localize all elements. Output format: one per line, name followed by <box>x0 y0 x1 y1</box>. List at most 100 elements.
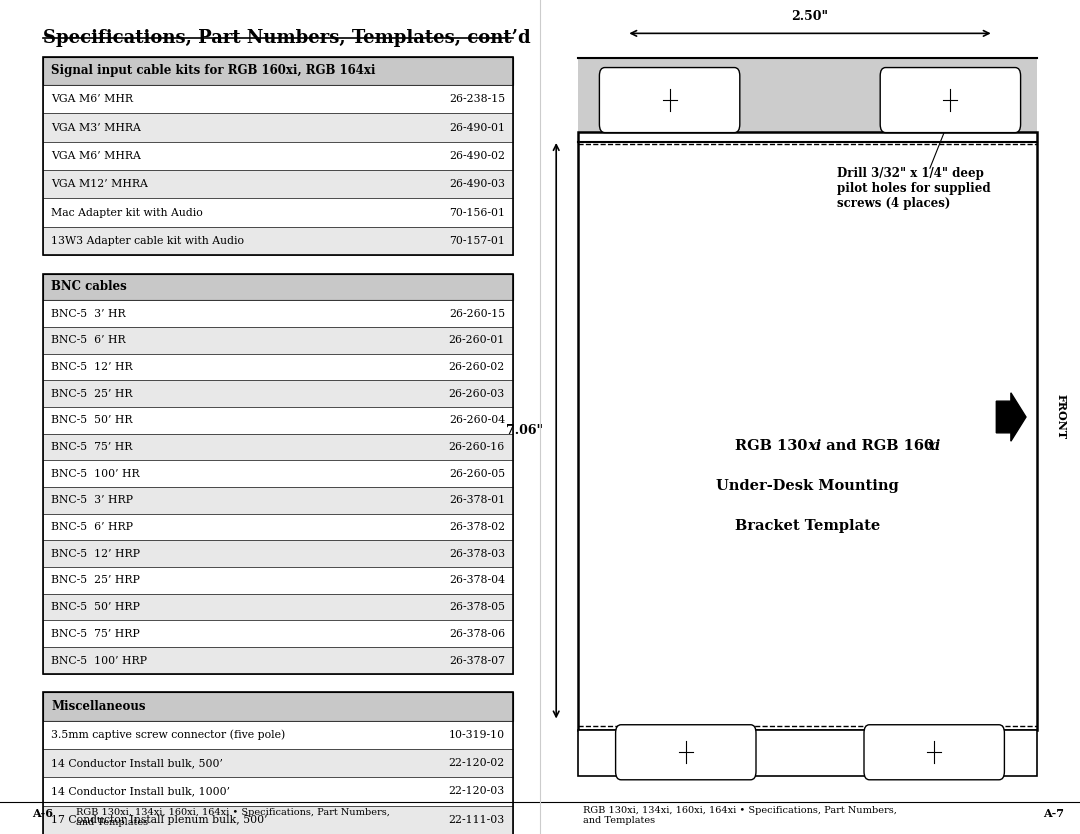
Text: 3.5mm captive screw connector (five pole): 3.5mm captive screw connector (five pole… <box>52 730 285 740</box>
Text: Miscellaneous: Miscellaneous <box>52 700 146 713</box>
Bar <box>43 721 513 749</box>
Text: 26-260-02: 26-260-02 <box>448 362 504 372</box>
Bar <box>43 227 513 255</box>
Bar <box>43 274 513 300</box>
Bar <box>43 620 513 647</box>
Text: 70-157-01: 70-157-01 <box>449 236 504 246</box>
Bar <box>43 692 513 721</box>
FancyBboxPatch shape <box>864 725 1004 780</box>
Text: 26-378-06: 26-378-06 <box>449 629 504 639</box>
Text: BNC-5  6’ HR: BNC-5 6’ HR <box>52 335 126 345</box>
Bar <box>43 434 513 460</box>
Text: VGA M3’ MHRA: VGA M3’ MHRA <box>52 123 141 133</box>
Text: BNC-5  75’ HR: BNC-5 75’ HR <box>52 442 133 452</box>
Text: 26-260-15: 26-260-15 <box>449 309 504 319</box>
FancyBboxPatch shape <box>599 68 740 133</box>
Bar <box>43 354 513 380</box>
Text: BNC cables: BNC cables <box>52 280 127 294</box>
FancyArrow shape <box>996 393 1026 441</box>
Text: BNC-5  25’ HRP: BNC-5 25’ HRP <box>52 575 140 585</box>
Text: 22-111-03: 22-111-03 <box>448 815 504 825</box>
Text: xi: xi <box>807 440 822 453</box>
Text: 17 Conductor Install plenum bulk, 500’: 17 Conductor Install plenum bulk, 500’ <box>52 815 268 825</box>
Text: 26-260-03: 26-260-03 <box>448 389 504 399</box>
Text: 22-120-03: 22-120-03 <box>448 786 504 796</box>
Text: RGB 130xi, 134xi, 160xi, 164xi • Specifications, Part Numbers,
and Templates: RGB 130xi, 134xi, 160xi, 164xi • Specifi… <box>76 807 390 827</box>
FancyBboxPatch shape <box>616 725 756 780</box>
Text: 26-490-01: 26-490-01 <box>449 123 504 133</box>
Text: Mac Adapter kit with Audio: Mac Adapter kit with Audio <box>52 208 203 218</box>
Bar <box>43 460 513 487</box>
Text: BNC-5  12’ HRP: BNC-5 12’ HRP <box>52 549 140 559</box>
Text: BNC-5  100’ HRP: BNC-5 100’ HRP <box>52 656 147 666</box>
Bar <box>43 777 513 806</box>
Text: xi: xi <box>926 440 941 453</box>
Text: 14 Conductor Install bulk, 1000’: 14 Conductor Install bulk, 1000’ <box>52 786 230 796</box>
Text: 7.06": 7.06" <box>505 425 543 437</box>
Text: 26-260-01: 26-260-01 <box>448 335 504 345</box>
Text: Drill 3/32" x 1/4" deep
pilot holes for supplied
screws (4 places): Drill 3/32" x 1/4" deep pilot holes for … <box>837 167 990 210</box>
Text: Signal input cable kits for RGB 160xi, RGB 164xi: Signal input cable kits for RGB 160xi, R… <box>52 64 376 78</box>
Text: BNC-5  25’ HR: BNC-5 25’ HR <box>52 389 133 399</box>
Text: 26-378-03: 26-378-03 <box>449 549 504 559</box>
Text: BNC-5  50’ HR: BNC-5 50’ HR <box>52 415 133 425</box>
Text: BNC-5  50’ HRP: BNC-5 50’ HRP <box>52 602 140 612</box>
Text: 26-490-02: 26-490-02 <box>449 151 504 161</box>
Text: BNC-5  12’ HR: BNC-5 12’ HR <box>52 362 133 372</box>
Text: RGB 130xi, 134xi, 160xi, 164xi • Specifications, Part Numbers,
and Templates: RGB 130xi, 134xi, 160xi, 164xi • Specifi… <box>583 806 897 826</box>
Bar <box>43 274 513 674</box>
Text: BNC-5  3’ HR: BNC-5 3’ HR <box>52 309 126 319</box>
Text: 26-378-01: 26-378-01 <box>449 495 504 505</box>
Bar <box>43 514 513 540</box>
Bar <box>43 380 513 407</box>
Text: and RGB 160: and RGB 160 <box>821 440 934 453</box>
Text: Bracket Template: Bracket Template <box>734 520 880 533</box>
Text: 13W3 Adapter cable kit with Audio: 13W3 Adapter cable kit with Audio <box>52 236 244 246</box>
Bar <box>43 327 513 354</box>
Text: RGB 130xi and RGB 160xi: RGB 130xi and RGB 160xi <box>700 440 915 453</box>
Bar <box>43 57 513 255</box>
Bar <box>43 85 513 113</box>
Bar <box>43 300 513 327</box>
Text: 26-378-05: 26-378-05 <box>449 602 504 612</box>
Bar <box>578 132 1037 730</box>
Bar <box>43 749 513 777</box>
Text: 26-260-05: 26-260-05 <box>449 469 504 479</box>
Bar <box>43 57 513 85</box>
Bar <box>43 806 513 834</box>
Text: BNC-5  75’ HRP: BNC-5 75’ HRP <box>52 629 140 639</box>
Bar <box>43 113 513 142</box>
Text: FRONT: FRONT <box>1055 394 1067 440</box>
Text: 26-378-02: 26-378-02 <box>449 522 504 532</box>
Text: 26-260-04: 26-260-04 <box>449 415 504 425</box>
Text: 26-238-15: 26-238-15 <box>449 94 504 104</box>
Text: Specifications, Part Numbers, Templates, cont’d: Specifications, Part Numbers, Templates,… <box>43 29 531 48</box>
Bar <box>43 407 513 434</box>
Bar <box>43 540 513 567</box>
Bar <box>578 730 1037 776</box>
Bar <box>43 487 513 514</box>
Bar <box>43 170 513 198</box>
Text: 70-156-01: 70-156-01 <box>449 208 504 218</box>
Text: VGA M12’ MHRA: VGA M12’ MHRA <box>52 179 148 189</box>
Bar <box>43 647 513 674</box>
Text: 26-378-04: 26-378-04 <box>449 575 504 585</box>
Bar <box>43 198 513 227</box>
Text: BNC-5  3’ HRP: BNC-5 3’ HRP <box>52 495 133 505</box>
FancyBboxPatch shape <box>880 68 1021 133</box>
Bar <box>43 567 513 594</box>
Text: 26-490-03: 26-490-03 <box>449 179 504 189</box>
Text: A-6: A-6 <box>32 808 53 820</box>
Text: BNC-5  100’ HR: BNC-5 100’ HR <box>52 469 140 479</box>
Text: BNC-5  6’ HRP: BNC-5 6’ HRP <box>52 522 133 532</box>
Bar <box>578 58 1037 142</box>
Text: VGA M6’ MHR: VGA M6’ MHR <box>52 94 133 104</box>
Text: 2.50": 2.50" <box>792 9 828 23</box>
Text: RGB 130: RGB 130 <box>734 440 807 453</box>
Text: 26-378-07: 26-378-07 <box>449 656 504 666</box>
Bar <box>43 594 513 620</box>
Text: 22-120-02: 22-120-02 <box>448 758 504 768</box>
Text: A-7: A-7 <box>1043 808 1064 820</box>
Bar <box>43 692 513 834</box>
Text: Under-Desk Mounting: Under-Desk Mounting <box>716 480 899 493</box>
